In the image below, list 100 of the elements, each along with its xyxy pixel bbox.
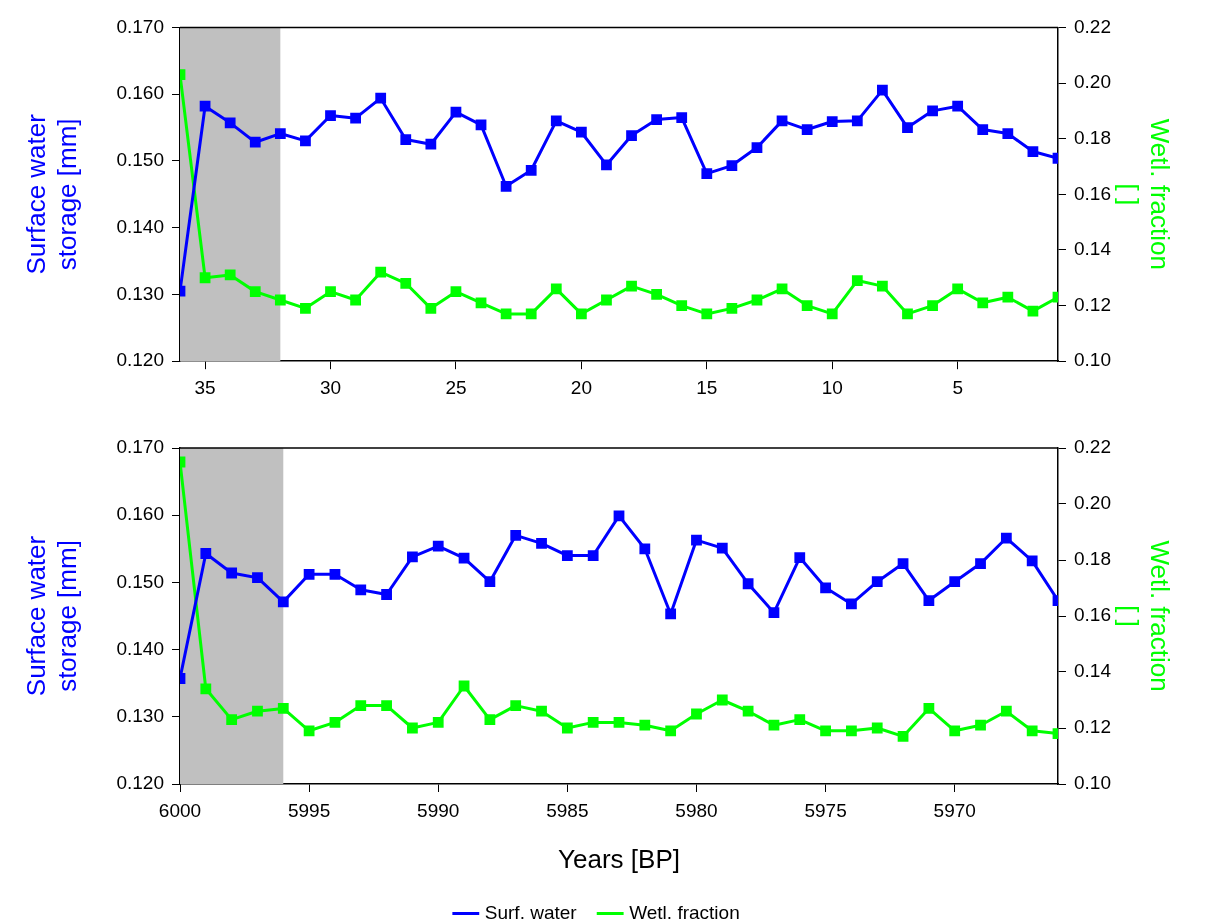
x-tick-label: 5 (952, 376, 963, 398)
point (902, 122, 913, 133)
point (801, 124, 813, 135)
point (601, 294, 612, 306)
point (601, 159, 612, 171)
point (613, 717, 625, 728)
y-tick-label: 0.150 (116, 149, 164, 171)
point (691, 534, 702, 546)
point (355, 584, 367, 596)
point (425, 138, 437, 150)
point (826, 116, 838, 127)
y-tick-label: 0.120 (116, 349, 164, 371)
y2-tick-label: 0.14 (1074, 660, 1112, 682)
point (400, 134, 412, 145)
point (1000, 705, 1012, 717)
y-tick-label: 0.170 (116, 15, 164, 37)
point (500, 308, 512, 320)
point (716, 694, 728, 706)
point (651, 289, 663, 300)
point (355, 700, 367, 711)
point (676, 112, 688, 123)
y-tick-label: 0.170 (116, 436, 164, 458)
point (846, 598, 857, 610)
point (325, 110, 336, 121)
x-tick-label: 25 (445, 376, 467, 398)
point (350, 294, 361, 306)
point (701, 168, 713, 179)
point (303, 568, 315, 580)
point (550, 283, 562, 295)
y2-tick-label: 0.12 (1074, 293, 1111, 315)
y-tick-label: 0.150 (116, 570, 164, 592)
point (303, 725, 315, 737)
point (897, 558, 909, 569)
point (897, 731, 909, 742)
point (1026, 725, 1038, 737)
x-axis-title: Years [BP] (558, 843, 680, 874)
x-tick-label: 35 (194, 376, 216, 398)
point (575, 126, 587, 138)
point (927, 105, 938, 117)
point (575, 308, 587, 320)
point (249, 136, 261, 148)
point (776, 283, 788, 295)
y2-tick-label: 0.12 (1074, 716, 1111, 738)
point (381, 589, 392, 600)
point (726, 302, 738, 314)
point (1000, 532, 1012, 544)
point (826, 308, 838, 320)
y-axis-title: Surface water storage [mm] (20, 535, 82, 697)
point (949, 576, 961, 588)
point (350, 112, 361, 124)
point (716, 542, 728, 554)
point (846, 725, 857, 737)
y-tick-label: 0.130 (116, 705, 164, 727)
point (665, 608, 677, 620)
point (977, 297, 989, 309)
y-axis-title: Surface water storage [mm] (20, 113, 82, 275)
y2-tick-label: 0.18 (1074, 548, 1111, 570)
point (927, 300, 938, 311)
point (691, 708, 702, 720)
point (626, 280, 637, 292)
y-tick-label: 0.160 (116, 82, 164, 104)
point (651, 114, 663, 125)
point (949, 725, 961, 737)
point (199, 100, 211, 112)
point (274, 128, 286, 139)
y2-tick-label: 0.16 (1074, 604, 1111, 626)
point (665, 725, 677, 737)
point (820, 725, 831, 737)
point (768, 607, 780, 619)
point (952, 100, 964, 112)
point (1027, 146, 1039, 157)
point (626, 130, 637, 141)
point (561, 550, 573, 561)
point (587, 717, 599, 728)
point (400, 277, 412, 289)
point (536, 538, 547, 549)
point (510, 529, 522, 541)
point (450, 286, 462, 298)
point (742, 705, 754, 717)
point (200, 683, 212, 695)
point (329, 717, 341, 728)
x-tick-label: 5970 (933, 799, 976, 821)
point (975, 558, 986, 569)
x-tick-label: 5990 (417, 799, 460, 821)
point (871, 576, 883, 588)
point (226, 714, 238, 725)
point (450, 106, 462, 118)
x-tick-label: 5995 (287, 799, 331, 821)
point (510, 700, 522, 711)
y2-tick-label: 0.14 (1074, 238, 1112, 260)
point (794, 714, 806, 725)
x-tick-label: 20 (570, 376, 592, 398)
x-tick-label: 10 (821, 376, 843, 398)
point (249, 286, 261, 298)
y-tick-label: 0.120 (116, 772, 164, 794)
y2-tick-label: 0.16 (1074, 182, 1111, 204)
x-tick-label: 5975 (804, 799, 847, 821)
point (252, 572, 263, 584)
point (277, 703, 289, 714)
point (224, 117, 236, 129)
